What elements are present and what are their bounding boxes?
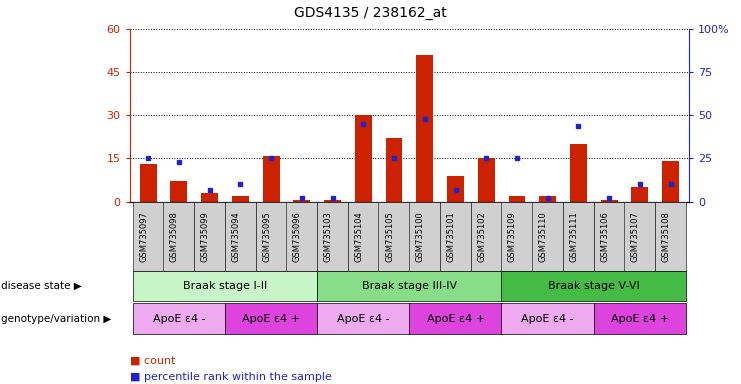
Bar bbox=[324, 200, 341, 202]
Text: GSM735100: GSM735100 bbox=[416, 211, 425, 262]
Text: GSM735099: GSM735099 bbox=[201, 211, 210, 262]
Bar bbox=[170, 182, 187, 202]
Text: genotype/variation ▶: genotype/variation ▶ bbox=[1, 314, 112, 324]
Bar bbox=[232, 196, 249, 202]
Text: GSM735094: GSM735094 bbox=[231, 211, 240, 262]
Text: GSM735105: GSM735105 bbox=[385, 211, 394, 262]
Text: ApoE ε4 -: ApoE ε4 - bbox=[153, 314, 205, 324]
Text: GSM735098: GSM735098 bbox=[170, 211, 179, 262]
Text: GSM735097: GSM735097 bbox=[139, 211, 148, 262]
Text: GSM735108: GSM735108 bbox=[662, 211, 671, 262]
Bar bbox=[416, 55, 433, 202]
Bar bbox=[139, 164, 156, 202]
Bar bbox=[601, 200, 618, 202]
Text: ApoE ε4 +: ApoE ε4 + bbox=[242, 314, 300, 324]
Bar bbox=[447, 176, 464, 202]
Text: GSM735103: GSM735103 bbox=[324, 211, 333, 262]
Text: GSM735101: GSM735101 bbox=[447, 211, 456, 262]
Bar bbox=[631, 187, 648, 202]
Text: ApoE ε4 +: ApoE ε4 + bbox=[611, 314, 669, 324]
Text: GSM735104: GSM735104 bbox=[354, 211, 363, 262]
Text: GSM735109: GSM735109 bbox=[508, 211, 517, 262]
Text: GSM735106: GSM735106 bbox=[600, 211, 609, 262]
Text: ■ count: ■ count bbox=[130, 356, 175, 366]
Bar bbox=[508, 196, 525, 202]
Text: ApoE ε4 -: ApoE ε4 - bbox=[522, 314, 574, 324]
Text: ApoE ε4 -: ApoE ε4 - bbox=[337, 314, 390, 324]
Text: GDS4135 / 238162_at: GDS4135 / 238162_at bbox=[294, 6, 447, 20]
Text: GSM735096: GSM735096 bbox=[293, 211, 302, 262]
Text: Braak stage V-VI: Braak stage V-VI bbox=[548, 281, 639, 291]
Bar bbox=[355, 115, 372, 202]
Bar bbox=[385, 138, 402, 202]
Bar bbox=[662, 161, 679, 202]
Bar bbox=[201, 193, 218, 202]
Text: GSM735102: GSM735102 bbox=[477, 211, 486, 262]
Bar bbox=[262, 156, 279, 202]
Bar bbox=[570, 144, 587, 202]
Text: ■ percentile rank within the sample: ■ percentile rank within the sample bbox=[130, 372, 331, 382]
Text: GSM735095: GSM735095 bbox=[262, 211, 271, 262]
Text: GSM735107: GSM735107 bbox=[631, 211, 640, 262]
Text: Braak stage I-II: Braak stage I-II bbox=[183, 281, 267, 291]
Text: GSM735111: GSM735111 bbox=[570, 211, 579, 262]
Text: GSM735110: GSM735110 bbox=[539, 211, 548, 262]
Bar bbox=[293, 200, 310, 202]
Text: disease state ▶: disease state ▶ bbox=[1, 281, 82, 291]
Bar bbox=[478, 159, 495, 202]
Bar bbox=[539, 196, 556, 202]
Text: ApoE ε4 +: ApoE ε4 + bbox=[427, 314, 485, 324]
Text: Braak stage III-IV: Braak stage III-IV bbox=[362, 281, 457, 291]
